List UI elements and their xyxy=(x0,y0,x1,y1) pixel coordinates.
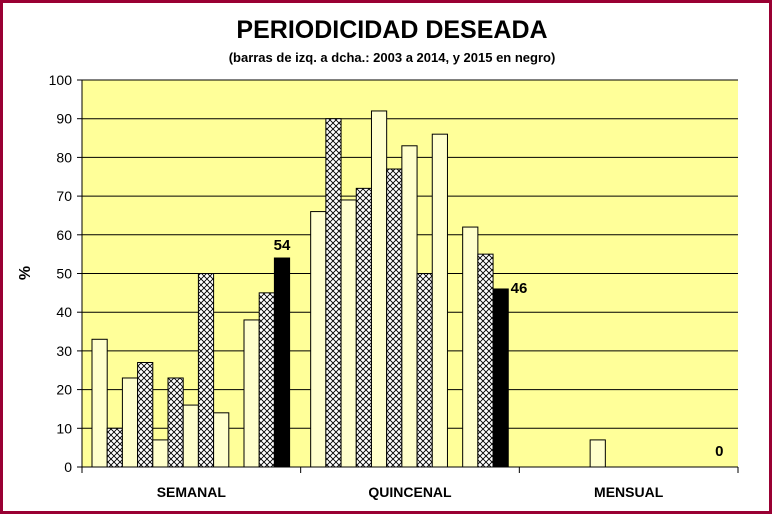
y-tick-label: 80 xyxy=(56,149,72,165)
bar xyxy=(273,257,291,468)
chart-subtitle: (barras de izq. a dcha.: 2003 a 2014, y … xyxy=(229,50,556,65)
y-tick-label: 90 xyxy=(56,111,72,127)
bar xyxy=(182,404,199,468)
bar xyxy=(243,319,260,468)
bar xyxy=(91,338,108,468)
y-tick-label: 30 xyxy=(56,343,72,359)
bar xyxy=(431,133,448,468)
category-label: SEMANAL xyxy=(157,484,227,500)
bar xyxy=(340,199,357,468)
bar xyxy=(310,211,327,468)
bar xyxy=(167,377,184,468)
bar xyxy=(197,273,215,468)
y-axis-label: % xyxy=(17,266,34,280)
bar xyxy=(106,427,123,468)
bar xyxy=(462,226,479,468)
y-tick-label: 0 xyxy=(64,459,72,475)
data-label: 0 xyxy=(715,443,723,460)
y-tick-label: 70 xyxy=(56,188,72,204)
bar xyxy=(589,439,606,468)
bar xyxy=(121,377,139,468)
category-label: QUINCENAL xyxy=(368,484,452,500)
y-tick-label: 20 xyxy=(56,382,72,398)
y-tick-label: 50 xyxy=(56,266,72,282)
y-tick-label: 60 xyxy=(56,227,72,243)
bar xyxy=(492,288,509,468)
bar xyxy=(258,292,275,468)
bar xyxy=(370,110,388,468)
y-tick-label: 100 xyxy=(49,72,73,88)
bar xyxy=(137,362,154,468)
y-tick-label: 40 xyxy=(56,304,72,320)
bar xyxy=(416,273,433,468)
bar xyxy=(325,118,342,468)
y-tick-label: 10 xyxy=(56,420,72,436)
bar xyxy=(401,145,418,468)
bar xyxy=(152,439,169,468)
category-label: MENSUAL xyxy=(594,484,664,500)
data-label: 54 xyxy=(274,237,291,254)
data-label: 46 xyxy=(511,280,528,297)
bar xyxy=(213,412,230,468)
bar xyxy=(355,187,372,468)
bar xyxy=(386,168,403,468)
bar xyxy=(477,253,494,468)
chart-title: PERIODICIDAD DESEADA xyxy=(236,16,547,44)
